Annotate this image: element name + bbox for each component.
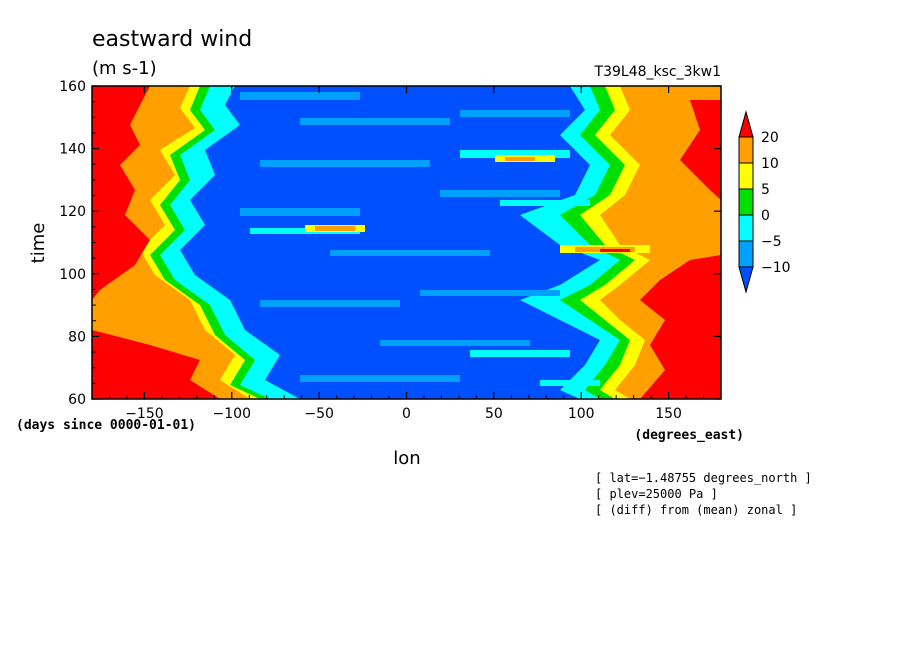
streak xyxy=(240,92,360,100)
x-tick-label: −50 xyxy=(304,406,334,422)
y-tick-label: 140 xyxy=(59,142,86,158)
east-red-upper xyxy=(680,100,721,200)
colorbar-box xyxy=(738,162,754,190)
colorbar-box xyxy=(738,214,754,242)
colorbar-extend-low xyxy=(738,266,754,294)
colorbar-tick-label: 0 xyxy=(761,208,770,224)
x-tick-label: 150 xyxy=(655,406,682,422)
streak xyxy=(330,250,490,256)
patch xyxy=(460,150,570,158)
interior-streaks xyxy=(240,92,570,382)
x-axis: −150 −100 −50 0 50 100 150 xyxy=(91,86,722,422)
patch xyxy=(315,226,355,231)
colorbar-box xyxy=(738,240,754,268)
interior-warm-patches xyxy=(305,155,650,253)
patch xyxy=(600,249,630,252)
streak xyxy=(460,110,570,117)
west-orange-band xyxy=(92,86,250,399)
y-tick-label: 120 xyxy=(59,204,86,220)
streak xyxy=(240,208,360,216)
colorbar-tick-label: 20 xyxy=(761,130,779,146)
x-tick-label: 50 xyxy=(485,406,503,422)
streak xyxy=(300,118,450,125)
colorbar-tick-label: −10 xyxy=(761,260,791,276)
east-red-lower xyxy=(640,255,721,399)
note-lat: [ lat=−1.48755 degrees_north ] xyxy=(595,471,812,485)
y-tick-label: 60 xyxy=(68,392,86,408)
x-tick-label: −150 xyxy=(125,406,163,422)
run-label: T39L48_ksc_3kw1 xyxy=(594,64,721,80)
y-axis-label: time xyxy=(28,223,49,264)
y-axis: 60 80 100 120 140 160 xyxy=(59,79,721,408)
colorbar-tick-label: −5 xyxy=(761,234,782,250)
y-tick-label: 80 xyxy=(68,329,86,345)
colorbar-tick-label: 5 xyxy=(761,182,770,198)
streak xyxy=(300,375,460,382)
streak xyxy=(260,300,400,307)
colorbar-box xyxy=(738,136,754,164)
heatmap-field xyxy=(92,86,721,399)
chart-title: eastward wind xyxy=(92,27,252,52)
chart-units: (m s-1) xyxy=(92,58,157,79)
x-tick-label: 0 xyxy=(402,406,411,422)
streak xyxy=(260,160,430,167)
patch xyxy=(500,200,590,206)
colorbar: 20 10 5 0 −5 −10 xyxy=(738,110,791,294)
patch xyxy=(470,350,570,357)
west-red-band xyxy=(92,86,150,300)
y-tick-label: 160 xyxy=(59,79,86,95)
patch xyxy=(505,157,535,161)
note-plev: [ plev=25000 Pa ] xyxy=(595,487,718,501)
colorbar-box xyxy=(738,188,754,216)
streak xyxy=(420,290,560,296)
x-tick-label: 100 xyxy=(568,406,595,422)
x-tick-label: −100 xyxy=(213,406,251,422)
y-units-label: (days since 0000-01-01) xyxy=(16,418,196,433)
patch xyxy=(540,380,600,386)
streak xyxy=(380,340,530,346)
streak xyxy=(440,190,560,197)
colorbar-tick-label: 10 xyxy=(761,156,779,172)
colorbar-extend-high xyxy=(738,110,754,138)
x-units-label: (degrees_east) xyxy=(634,428,744,443)
west-red-lower xyxy=(92,330,220,399)
note-diff: [ (diff) from (mean) zonal ] xyxy=(595,503,797,517)
x-axis-label: lon xyxy=(393,448,420,469)
y-tick-label: 100 xyxy=(59,267,86,283)
